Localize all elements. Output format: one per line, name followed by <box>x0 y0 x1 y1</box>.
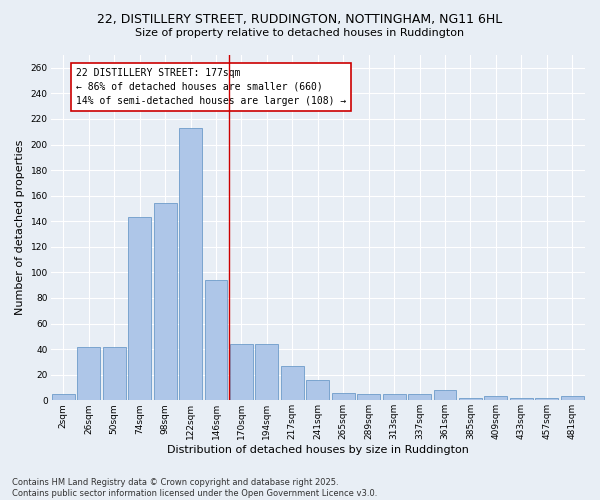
Text: Size of property relative to detached houses in Ruddington: Size of property relative to detached ho… <box>136 28 464 38</box>
Bar <box>357 394 380 400</box>
Bar <box>484 396 508 400</box>
Bar <box>383 394 406 400</box>
Bar <box>281 366 304 400</box>
Text: 22, DISTILLERY STREET, RUDDINGTON, NOTTINGHAM, NG11 6HL: 22, DISTILLERY STREET, RUDDINGTON, NOTTI… <box>97 12 503 26</box>
Bar <box>561 396 584 400</box>
Bar <box>128 218 151 400</box>
Bar <box>179 128 202 400</box>
Bar <box>103 346 125 401</box>
Bar <box>510 398 533 400</box>
Bar <box>408 394 431 400</box>
Bar <box>459 398 482 400</box>
Bar <box>77 346 100 401</box>
Text: Contains HM Land Registry data © Crown copyright and database right 2025.
Contai: Contains HM Land Registry data © Crown c… <box>12 478 377 498</box>
Bar <box>205 280 227 400</box>
Bar <box>307 380 329 400</box>
Bar <box>535 398 558 400</box>
Bar <box>154 204 176 400</box>
X-axis label: Distribution of detached houses by size in Ruddington: Distribution of detached houses by size … <box>167 445 469 455</box>
Bar <box>52 394 75 400</box>
Text: 22 DISTILLERY STREET: 177sqm
← 86% of detached houses are smaller (660)
14% of s: 22 DISTILLERY STREET: 177sqm ← 86% of de… <box>76 68 346 106</box>
Bar <box>434 390 457 400</box>
Bar <box>332 392 355 400</box>
Y-axis label: Number of detached properties: Number of detached properties <box>15 140 25 316</box>
Bar <box>230 344 253 401</box>
Bar <box>256 344 278 401</box>
